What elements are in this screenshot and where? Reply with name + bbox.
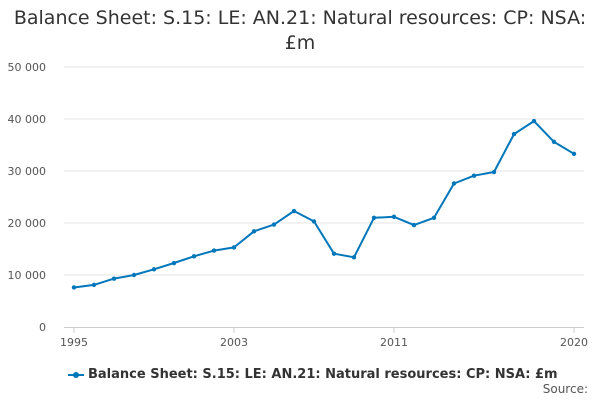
data-point[interactable] (531, 118, 537, 124)
data-point[interactable] (111, 276, 117, 281)
data-point[interactable] (311, 219, 317, 224)
data-point[interactable] (251, 229, 257, 234)
data-point[interactable] (171, 260, 177, 266)
y-tick-label: 10 000 (8, 269, 47, 282)
data-point[interactable] (211, 248, 217, 253)
x-tick-label: 2020 (560, 336, 588, 349)
series-group (71, 118, 577, 290)
gridlines (64, 66, 584, 276)
x-tick-labels: 1995 2003 2011 2020 (60, 336, 588, 349)
data-point[interactable] (571, 151, 577, 157)
chart-title-line-2: £m (284, 32, 316, 54)
data-point[interactable] (551, 139, 557, 145)
y-tick-labels: 0 10 000 20 000 30 000 40 000 50 000 (8, 61, 47, 334)
data-point[interactable] (471, 173, 477, 178)
y-tick-label: 30 000 (8, 165, 47, 178)
series-line (73, 120, 575, 289)
data-point[interactable] (391, 214, 397, 219)
x-tick-label: 2011 (380, 336, 408, 349)
data-point[interactable] (371, 215, 377, 220)
y-tick-label: 50 000 (8, 61, 47, 74)
chart-title-line-1: Balance Sheet: S.15: LE: AN.21: Natural … (13, 7, 587, 29)
data-point[interactable] (191, 254, 197, 259)
data-point[interactable] (451, 181, 457, 186)
data-point[interactable] (491, 169, 497, 175)
data-point[interactable] (291, 208, 297, 214)
legend[interactable]: Balance Sheet: S.15: LE: AN.21: Natural … (68, 367, 558, 382)
data-point[interactable] (131, 272, 137, 278)
x-tick-label: 2003 (220, 336, 248, 349)
data-point[interactable] (151, 267, 157, 272)
data-point[interactable] (351, 255, 357, 260)
y-tick-label: 0 (39, 321, 46, 334)
source-credit: Source: (542, 382, 588, 396)
data-point[interactable] (71, 285, 77, 290)
data-point[interactable] (331, 251, 337, 256)
legend-label: Balance Sheet: S.15: LE: AN.21: Natural … (88, 367, 558, 382)
x-axis (64, 327, 584, 333)
legend-swatch (68, 370, 84, 380)
chart-title: Balance Sheet: S.15: LE: AN.21: Natural … (0, 6, 600, 56)
y-tick-label: 20 000 (8, 217, 47, 230)
data-point[interactable] (271, 222, 277, 227)
data-point[interactable] (511, 131, 517, 137)
x-tick-label: 1995 (60, 336, 88, 349)
data-point[interactable] (231, 245, 237, 250)
data-point[interactable] (91, 282, 97, 288)
data-point[interactable] (411, 222, 417, 228)
y-tick-label: 40 000 (8, 113, 47, 126)
data-point[interactable] (431, 215, 437, 220)
